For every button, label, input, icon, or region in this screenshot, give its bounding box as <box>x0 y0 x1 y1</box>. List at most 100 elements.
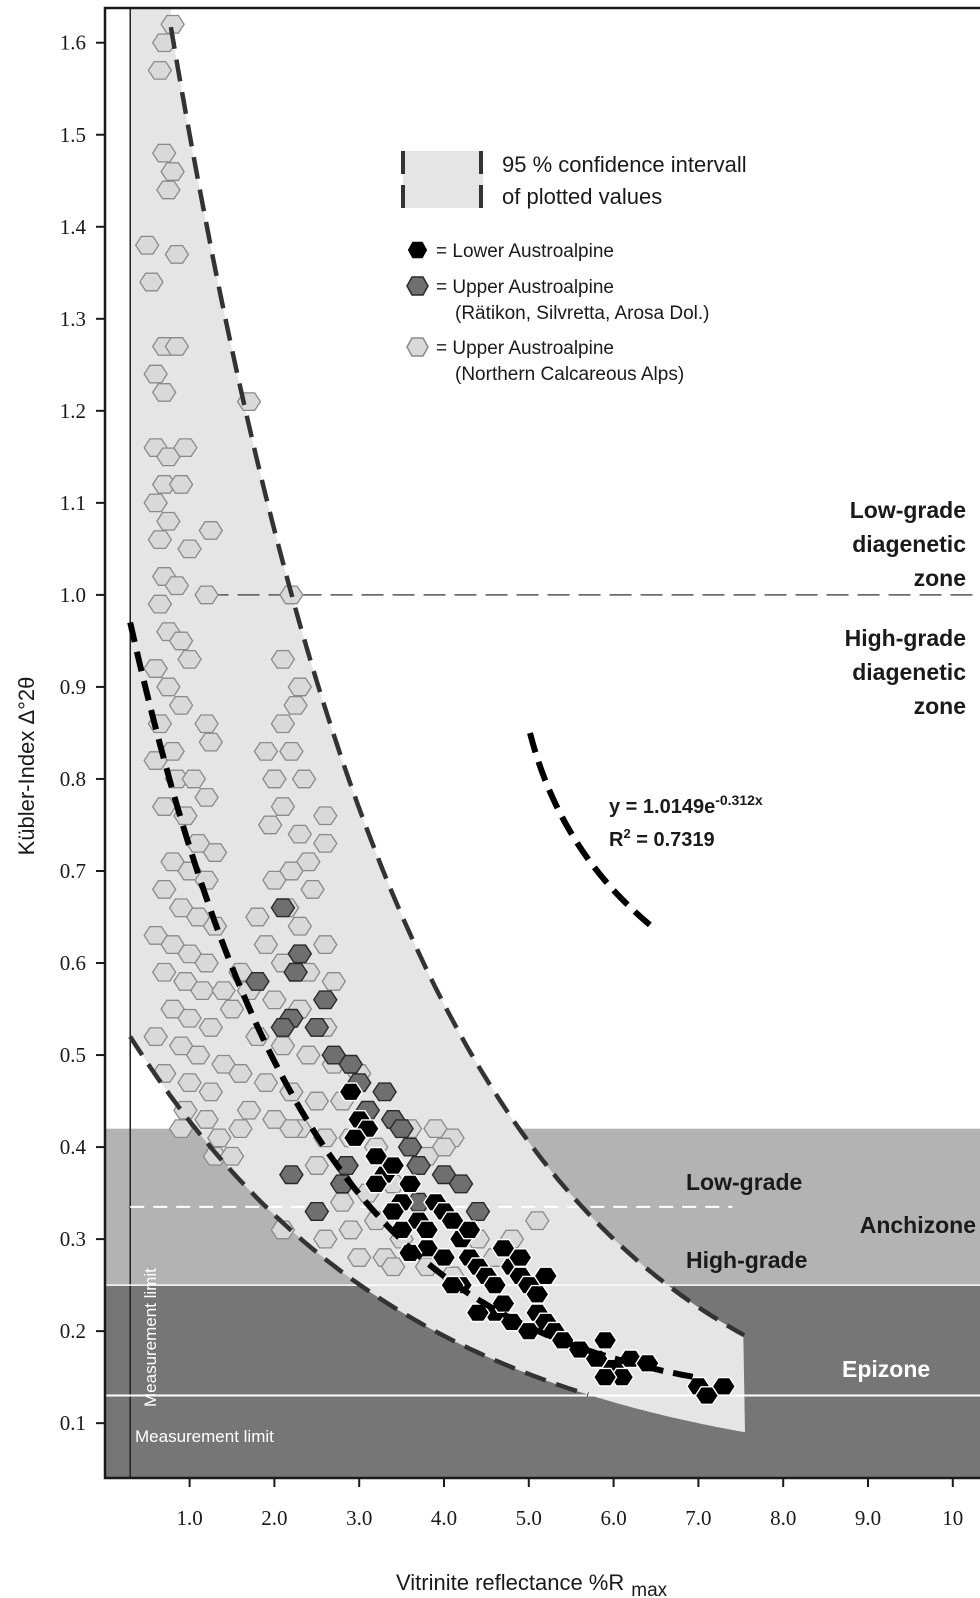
point-upper <box>406 1155 431 1176</box>
point-upper <box>270 1018 296 1037</box>
point-nca <box>219 1146 245 1166</box>
legend-upper-label-2: (Rätikon, Silvretta, Arosa Dol.) <box>455 303 709 324</box>
zone-label-anchi-lowgrade: Low-grade <box>686 1169 802 1195</box>
point-upper <box>372 1082 397 1102</box>
point-upper <box>304 1018 330 1037</box>
y-tick-label: 1.0 <box>60 583 86 607</box>
x-tick-label: 9.0 <box>855 1506 881 1530</box>
x-tick-label: 4.0 <box>431 1506 457 1530</box>
point-nca <box>198 1082 224 1102</box>
data-points <box>134 14 737 1406</box>
point-nca <box>283 695 308 715</box>
x-tick-label: 2.0 <box>261 1506 287 1530</box>
point-nca <box>207 1128 232 1148</box>
point-nca <box>313 833 338 853</box>
point-nca <box>270 797 296 816</box>
point-lower <box>491 1294 516 1314</box>
point-nca <box>168 631 194 651</box>
point-nca <box>257 815 283 835</box>
x-tick-label: 8.0 <box>770 1506 796 1530</box>
y-tick-label: 1.1 <box>60 491 86 515</box>
point-nca <box>300 879 325 899</box>
y-tick-label: 0.3 <box>60 1227 86 1251</box>
legend-upper-marker <box>406 276 429 296</box>
y-tick-label: 1.2 <box>60 399 86 423</box>
x-tick-label: 3.0 <box>346 1506 372 1530</box>
x-tick-label: 7.0 <box>685 1506 711 1530</box>
point-nca <box>151 879 177 899</box>
point-upper <box>312 990 338 1010</box>
point-lower <box>380 1201 406 1222</box>
point-nca <box>262 990 287 1010</box>
point-nca <box>313 1229 338 1249</box>
point-nca <box>313 935 338 955</box>
y-tick-label: 0.6 <box>60 951 86 975</box>
point-nca <box>253 741 279 761</box>
point-nca <box>380 1257 406 1277</box>
y-tick-label: 0.5 <box>60 1043 86 1067</box>
point-nca <box>151 143 177 163</box>
x-axis-title-main: Vitrinite reflectance %R <box>396 1570 624 1595</box>
point-nca <box>147 60 173 80</box>
zone-label-lowgrade-diagenetic-2: diagenetic <box>852 531 966 557</box>
zone-label-lowgrade-diagenetic-1: Low-grade <box>850 497 966 523</box>
legend-nca-label-2: (Northern Calcareous Alps) <box>455 364 684 385</box>
point-lower <box>363 1174 389 1194</box>
point-nca <box>262 769 287 789</box>
point-nca <box>279 1119 304 1139</box>
point-nca <box>177 1008 202 1028</box>
point-lower <box>592 1367 618 1387</box>
zone-label-anchi-highgrade: High-grade <box>686 1247 807 1273</box>
point-lower <box>338 1082 364 1102</box>
point-nca <box>194 953 219 973</box>
point-nca <box>151 475 177 494</box>
point-lower <box>533 1266 559 1286</box>
point-nca <box>143 493 168 513</box>
point-lower <box>380 1155 406 1176</box>
point-nca <box>198 1018 224 1037</box>
point-nca <box>151 797 177 816</box>
point-nca <box>338 1220 363 1240</box>
point-upper <box>448 1174 474 1194</box>
point-nca <box>245 907 270 927</box>
point-nca <box>156 677 181 697</box>
point-nca <box>173 438 198 458</box>
point-nca <box>160 14 185 34</box>
point-lower <box>397 1243 423 1263</box>
point-nca <box>164 576 190 596</box>
confidence-upper-curve <box>168 26 746 1338</box>
zone-label-highgrade-diagenetic-3: zone <box>914 693 966 719</box>
confidence-lower-curve <box>128 1035 589 1397</box>
legend-nca-label-1: = Upper Austroalpine <box>436 338 614 359</box>
point-nca <box>177 1073 202 1093</box>
point-lower <box>711 1376 737 1396</box>
y-tick-label: 0.4 <box>60 1135 87 1159</box>
point-nca <box>270 714 296 734</box>
point-nca <box>279 741 304 761</box>
point-nca <box>147 594 173 614</box>
point-upper <box>279 1165 304 1185</box>
y-tick-label: 0.9 <box>60 675 86 699</box>
zone-label-lowgrade-diagenetic-3: zone <box>914 565 966 591</box>
point-nca <box>194 1110 219 1129</box>
point-lower <box>457 1220 482 1240</box>
point-nca <box>168 695 194 715</box>
point-upper <box>287 944 313 964</box>
point-nca <box>236 1100 262 1120</box>
point-nca <box>190 981 215 1001</box>
fit-r2-value: = 0.7319 <box>631 829 715 851</box>
point-upper <box>270 898 296 918</box>
point-nca <box>194 585 219 605</box>
point-lower <box>342 1128 368 1148</box>
point-nca <box>164 337 190 356</box>
point-nca <box>270 1036 296 1056</box>
point-upper <box>397 1137 423 1157</box>
point-nca <box>346 1248 372 1267</box>
point-nca <box>151 962 177 982</box>
point-upper <box>338 1054 364 1074</box>
point-nca <box>143 364 168 384</box>
x-tick-label: 10 <box>942 1506 963 1530</box>
x-tick-label: 1.0 <box>176 1506 202 1530</box>
y-tick-label: 0.2 <box>60 1319 86 1343</box>
point-nca <box>194 870 219 890</box>
